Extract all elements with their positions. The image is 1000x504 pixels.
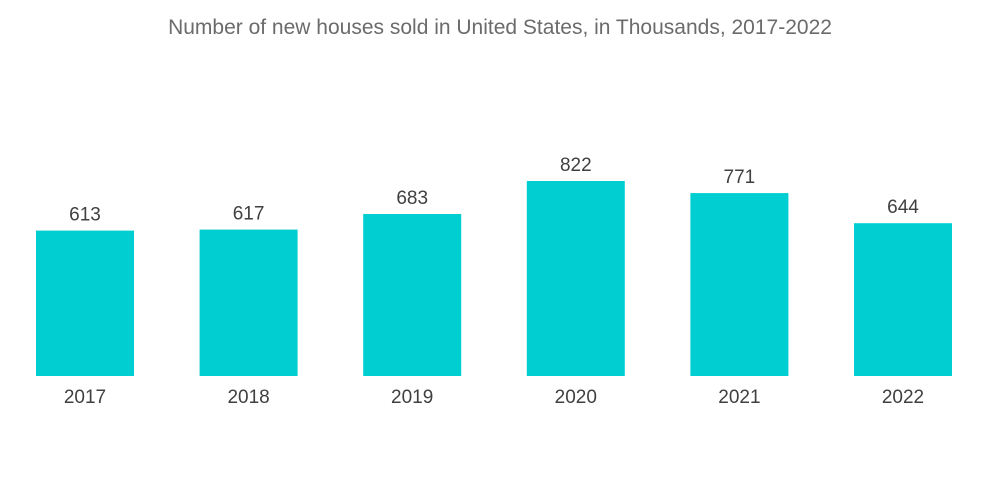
- value-label-2022: 644: [887, 197, 919, 218]
- bar-2021: [690, 193, 789, 376]
- bar-2020: [526, 181, 625, 376]
- value-label-2018: 617: [233, 204, 265, 225]
- x-tick-label-2019: 2019: [391, 387, 433, 408]
- x-tick-label-2018: 2018: [227, 387, 269, 408]
- bar-2019: [363, 214, 462, 376]
- chart-title: Number of new houses sold in United Stat…: [168, 16, 832, 39]
- x-tick-label-2021: 2021: [718, 387, 760, 408]
- value-label-2020: 822: [560, 155, 592, 176]
- x-tick-label-2017: 2017: [64, 387, 106, 408]
- value-label-2019: 683: [396, 188, 428, 209]
- x-tick-label-2020: 2020: [555, 387, 597, 408]
- value-label-2021: 771: [724, 167, 756, 188]
- bar-2018: [199, 229, 298, 376]
- value-label-2017: 613: [69, 205, 101, 226]
- bar-2017: [36, 230, 134, 376]
- bar-2022: [854, 223, 952, 376]
- x-tick-label-2022: 2022: [882, 387, 924, 408]
